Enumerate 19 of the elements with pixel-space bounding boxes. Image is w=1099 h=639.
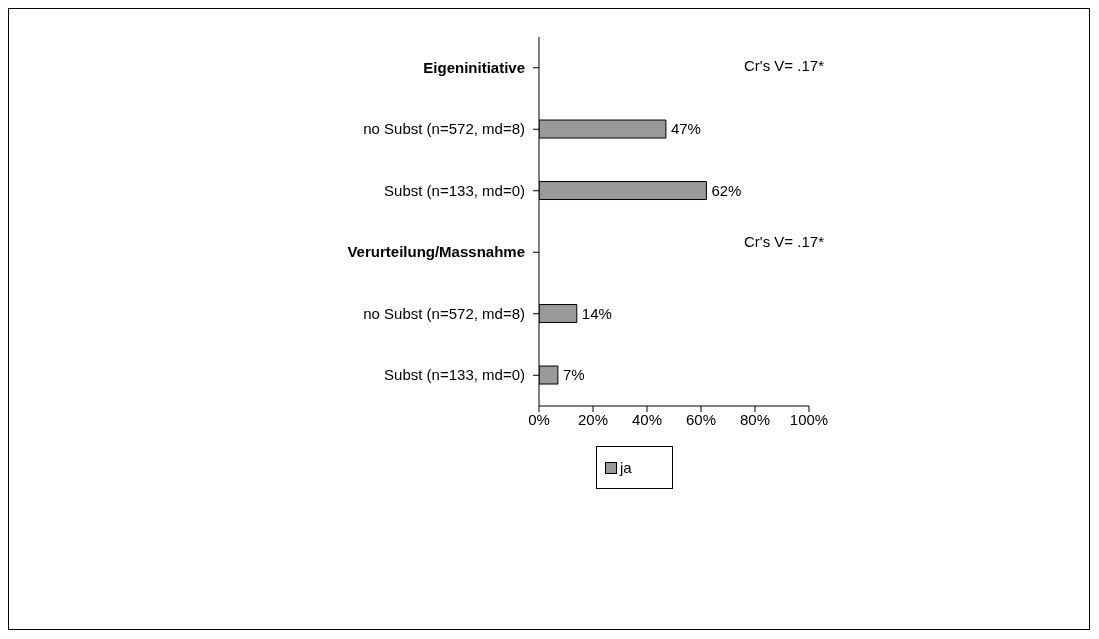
x-tick-label: 80% (739, 410, 771, 428)
x-tick-label: 20% (577, 410, 609, 428)
x-tick-label: 60% (685, 410, 717, 428)
data-label: 7% (562, 366, 585, 384)
x-tick-label: 100% (789, 410, 829, 428)
y-tick-label: Verurteilung/Massnahme (347, 243, 525, 261)
y-tick-label: Subst (n=133, md=0) (384, 181, 525, 199)
data-label: 47% (670, 120, 701, 138)
legend-label: ja (618, 459, 632, 476)
y-tick-label: Subst (n=133, md=0) (384, 366, 525, 384)
y-tick-label: Eigeninitiative (423, 58, 525, 76)
data-label: 14% (581, 304, 612, 322)
y-tick-label: no Subst (n=572, md=8) (363, 304, 525, 322)
x-tick-label: 0% (528, 410, 550, 428)
annotation: Cr's V= .17* (744, 57, 824, 75)
annotation: Cr's V= .17* (744, 233, 824, 251)
y-tick-label: no Subst (n=572, md=8) (363, 120, 525, 138)
x-tick-label: 40% (631, 410, 663, 428)
data-label: 62% (711, 181, 742, 199)
